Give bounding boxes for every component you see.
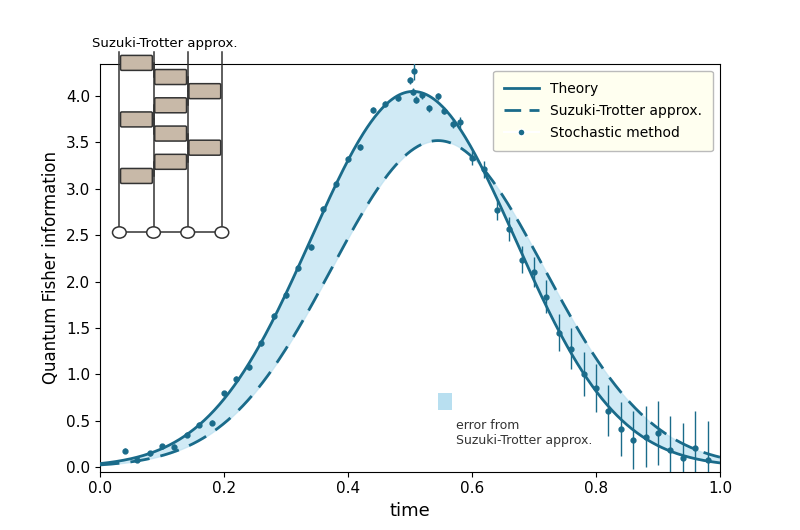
FancyBboxPatch shape (154, 154, 186, 169)
FancyBboxPatch shape (438, 393, 451, 410)
FancyBboxPatch shape (121, 56, 152, 70)
FancyBboxPatch shape (154, 69, 186, 84)
Circle shape (215, 227, 229, 238)
Text: error from
Suzuki-Trotter approx.: error from Suzuki-Trotter approx. (457, 419, 593, 447)
FancyBboxPatch shape (121, 169, 152, 183)
FancyBboxPatch shape (189, 84, 221, 99)
Circle shape (181, 227, 194, 238)
Circle shape (113, 227, 126, 238)
Y-axis label: Quantum Fisher information: Quantum Fisher information (42, 151, 61, 384)
Circle shape (146, 227, 160, 238)
FancyBboxPatch shape (154, 126, 186, 141)
Legend: Theory, Suzuki-Trotter approx., Stochastic method: Theory, Suzuki-Trotter approx., Stochast… (493, 70, 713, 152)
Text: Suzuki-Trotter approx.: Suzuki-Trotter approx. (92, 38, 238, 50)
X-axis label: time: time (390, 502, 430, 520)
FancyBboxPatch shape (121, 112, 152, 127)
FancyBboxPatch shape (154, 98, 186, 113)
FancyBboxPatch shape (189, 140, 221, 155)
